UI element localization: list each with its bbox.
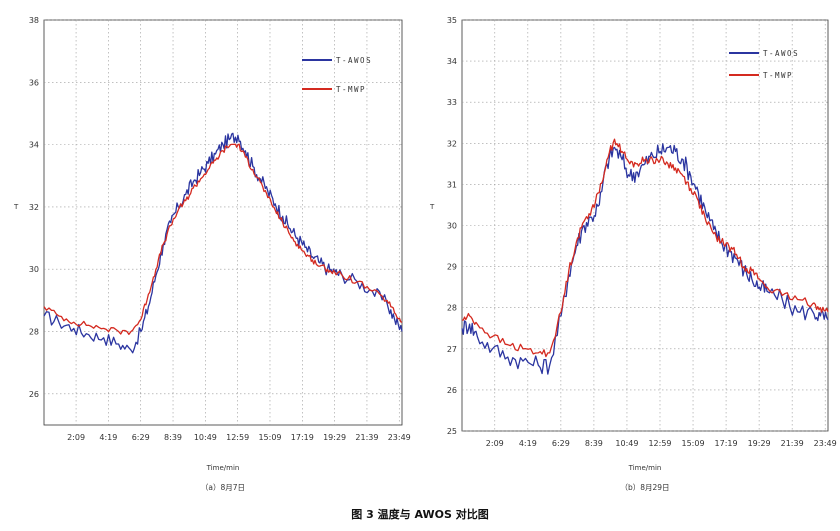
chart-b-x-ticks: 2:09 4:19 6:29 8:39 10:49 12:59 15:09 17:19 19:2… — [486, 439, 837, 448]
y-tick-label: 31 — [447, 180, 457, 189]
y-tick-label: 38 — [29, 16, 39, 25]
chart-b-caption: （b）8月29日 — [620, 483, 669, 492]
chart-a-series — [43, 132, 403, 354]
chart-a-grid — [44, 19, 402, 425]
y-tick-label: 34 — [447, 57, 457, 66]
chart-a-legend-label-mwp: T-MWP — [336, 85, 366, 94]
chart-b-grid — [462, 19, 828, 432]
figure-caption: 图 3 温度与 AWOS 对比图 — [351, 507, 488, 521]
chart-b-plot-area — [461, 19, 829, 432]
x-tick-label: 21:39 — [355, 433, 378, 442]
y-tick-label: 25 — [447, 427, 457, 436]
x-tick-label: 17:19 — [291, 433, 314, 442]
y-tick-label: 35 — [447, 16, 457, 25]
y-tick-label: 28 — [29, 328, 39, 337]
x-tick-label: 8:39 — [585, 439, 603, 448]
y-tick-label: 27 — [447, 345, 457, 354]
y-tick-label: 30 — [447, 222, 457, 231]
series-line-t-awos — [43, 132, 403, 354]
chart-b: 25 26 27 28 29 30 31 32 33 34 35 2:09 4:19 6:29 8:39 1… — [429, 16, 837, 492]
x-tick-label: 15:09 — [682, 439, 705, 448]
chart-a-plot-area — [43, 19, 403, 426]
x-tick-label: 21:39 — [781, 439, 804, 448]
x-tick-label: 23:49 — [814, 439, 837, 448]
chart-b-x-axis-label: Time/min — [628, 464, 662, 472]
chart-b-legend: T-AWOS T-MWP — [729, 49, 799, 80]
y-tick-label: 36 — [29, 78, 39, 87]
y-tick-label: 26 — [29, 390, 39, 399]
chart-a-x-ticks: 2:09 4:19 6:29 8:39 10:49 12:59 15:09 17:19 19:2… — [67, 433, 411, 442]
x-tick-label: 23:49 — [388, 433, 411, 442]
chart-b-legend-label-awos: T-AWOS — [763, 49, 799, 58]
y-tick-label: 34 — [29, 141, 39, 150]
series-line-t-awos — [461, 143, 829, 375]
x-tick-label: 2:09 — [486, 439, 504, 448]
y-tick-label: 29 — [447, 263, 457, 272]
chart-b-series — [461, 138, 829, 375]
x-tick-label: 12:59 — [648, 439, 671, 448]
x-tick-label: 17:19 — [715, 439, 738, 448]
x-tick-label: 8:39 — [164, 433, 182, 442]
chart-a-y-ticks: 26 28 30 32 34 36 38 — [29, 16, 39, 399]
chart-b-y-ticks: 25 26 27 28 29 30 31 32 33 34 35 — [447, 16, 457, 436]
chart-b-legend-label-mwp: T-MWP — [763, 71, 793, 80]
chart-b-y-axis-label: T — [429, 203, 435, 211]
chart-a: 26 28 30 32 34 36 38 2:09 4:19 6:29 8:39 10:49 12:5… — [13, 16, 411, 492]
chart-a-legend: T-AWOS T-MWP — [302, 56, 372, 94]
chart-a-legend-label-awos: T-AWOS — [336, 56, 372, 65]
x-tick-label: 6:29 — [132, 433, 150, 442]
y-tick-label: 32 — [447, 139, 457, 148]
x-tick-label: 4:19 — [99, 433, 117, 442]
chart-a-x-axis-label: Time/min — [206, 464, 240, 472]
y-tick-label: 33 — [447, 98, 457, 107]
x-tick-label: 19:29 — [748, 439, 771, 448]
y-tick-label: 28 — [447, 304, 457, 313]
x-tick-label: 6:29 — [552, 439, 570, 448]
x-tick-label: 10:49 — [615, 439, 638, 448]
chart-a-caption: （a）8月7日 — [201, 483, 245, 492]
series-line-t-mwp — [461, 138, 829, 358]
chart-a-y-axis-label: T — [13, 203, 19, 211]
series-line-t-mwp — [43, 143, 403, 336]
x-tick-label: 10:49 — [194, 433, 217, 442]
x-tick-label: 12:59 — [226, 433, 249, 442]
x-tick-label: 19:29 — [323, 433, 346, 442]
x-tick-label: 15:09 — [258, 433, 281, 442]
x-tick-label: 4:19 — [519, 439, 537, 448]
y-tick-label: 26 — [447, 386, 457, 395]
x-tick-label: 2:09 — [67, 433, 85, 442]
y-tick-label: 32 — [29, 203, 39, 212]
y-tick-label: 30 — [29, 265, 39, 274]
